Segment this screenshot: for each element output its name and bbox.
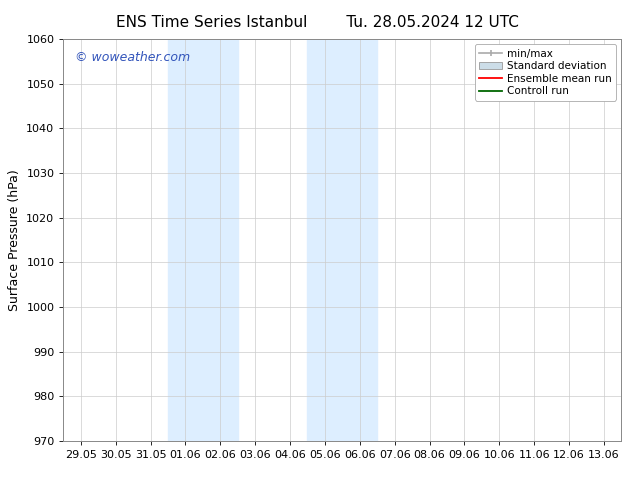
Legend: min/max, Standard deviation, Ensemble mean run, Controll run: min/max, Standard deviation, Ensemble me…	[475, 45, 616, 100]
Y-axis label: Surface Pressure (hPa): Surface Pressure (hPa)	[8, 169, 21, 311]
Text: © woweather.com: © woweather.com	[75, 51, 190, 64]
Bar	[168, 39, 238, 441]
Bar	[307, 39, 377, 441]
Text: ENS Time Series Istanbul        Tu. 28.05.2024 12 UTC: ENS Time Series Istanbul Tu. 28.05.2024 …	[115, 15, 519, 30]
